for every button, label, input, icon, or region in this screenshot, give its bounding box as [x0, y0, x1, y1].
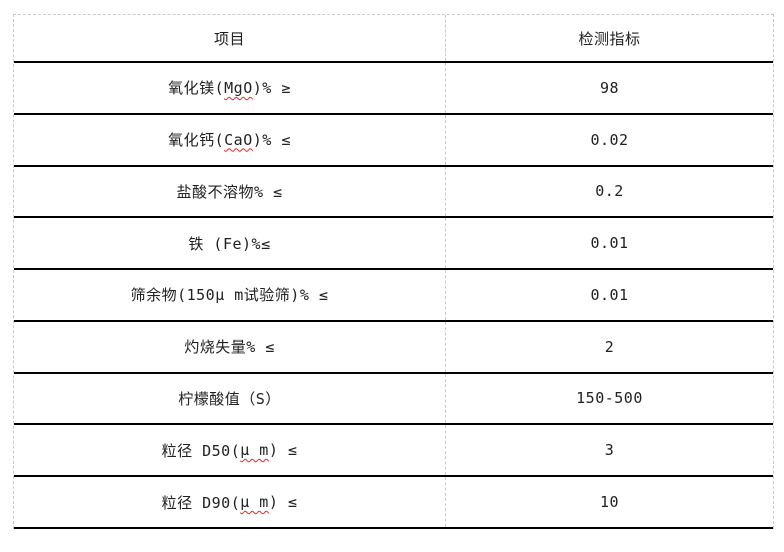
- item-text: )% ≤: [252, 130, 291, 149]
- table-row: 盐酸不溶物% ≤ 0.2: [14, 166, 773, 219]
- item-cell: 铁 (Fe)%≤: [14, 218, 446, 269]
- item-text: 氧化钙(: [168, 131, 225, 150]
- value-cell: 0.01: [590, 285, 629, 304]
- table-header-row: 项目 检测指标: [14, 15, 773, 63]
- header-value-cell: 检测指标: [446, 15, 773, 61]
- misspell-squiggle-text: CaO: [224, 130, 253, 149]
- header-item-cell: 项目: [14, 15, 446, 61]
- item-cell: 粒径 D90(μ m) ≤: [14, 477, 446, 527]
- item-text: 粒径 D90(: [161, 493, 241, 512]
- table-row: 粒径 D90(μ m) ≤ 10: [14, 477, 773, 529]
- header-item-label: 项目: [213, 29, 245, 48]
- value-cell: 0.01: [590, 234, 629, 253]
- table-row: 氧化钙(CaO)% ≤ 0.02: [14, 114, 773, 167]
- table-row: 筛余物(150μ m试验筛)% ≤ 0.01: [14, 270, 773, 322]
- table-row: 灼烧失量% ≤ 2: [14, 321, 773, 374]
- value-cell: 10: [599, 493, 620, 511]
- item-text: ) ≤: [268, 441, 298, 460]
- header-value-label: 检测指标: [578, 29, 641, 48]
- item-cell: 盐酸不溶物% ≤: [14, 166, 446, 217]
- misspell-squiggle-text: μ m: [240, 441, 269, 460]
- value-cell: 2: [604, 337, 615, 356]
- item-text: ) ≤: [268, 493, 298, 511]
- item-text: 粒径 D50(: [161, 441, 241, 460]
- item-text: 灼烧失量% ≤: [184, 338, 275, 357]
- item-cell: 筛余物(150μ m试验筛)% ≤: [14, 270, 446, 320]
- table-row: 柠檬酸值（S） 150-500: [14, 373, 773, 426]
- item-cell: 粒径 D50(μ m) ≤: [14, 425, 446, 476]
- table-row: 粒径 D50(μ m) ≤ 3: [14, 425, 773, 478]
- value-cell: 0.02: [590, 130, 629, 149]
- spec-table: 项目 检测指标 氧化镁(MgO)% ≥ 98 氧化钙(CaO)% ≤ 0.02 …: [13, 14, 774, 529]
- item-cell: 灼烧失量% ≤: [14, 321, 446, 372]
- item-cell: 柠檬酸值（S）: [14, 373, 446, 424]
- value-cell: 150-500: [576, 389, 643, 408]
- value-cell: 3: [604, 441, 615, 460]
- item-text: 盐酸不溶物% ≤: [176, 182, 283, 201]
- item-text: )% ≥: [252, 78, 291, 97]
- value-cell: 98: [599, 78, 620, 97]
- misspell-squiggle-text: MgO: [224, 78, 253, 97]
- item-cell: 氧化钙(CaO)% ≤: [14, 114, 446, 165]
- item-text: 铁 (Fe)%≤: [188, 234, 271, 253]
- table-row: 铁 (Fe)%≤ 0.01: [14, 218, 773, 271]
- item-text: 柠檬酸值（S）: [178, 389, 281, 408]
- item-text: 氧化镁(: [168, 79, 225, 98]
- misspell-squiggle-text: μ m: [240, 493, 269, 511]
- value-cell: 0.2: [595, 182, 624, 201]
- item-text: 筛余物(150μ m试验筛)% ≤: [130, 286, 329, 305]
- table-row: 氧化镁(MgO)% ≥ 98: [14, 63, 773, 115]
- item-cell: 氧化镁(MgO)% ≥: [14, 63, 446, 113]
